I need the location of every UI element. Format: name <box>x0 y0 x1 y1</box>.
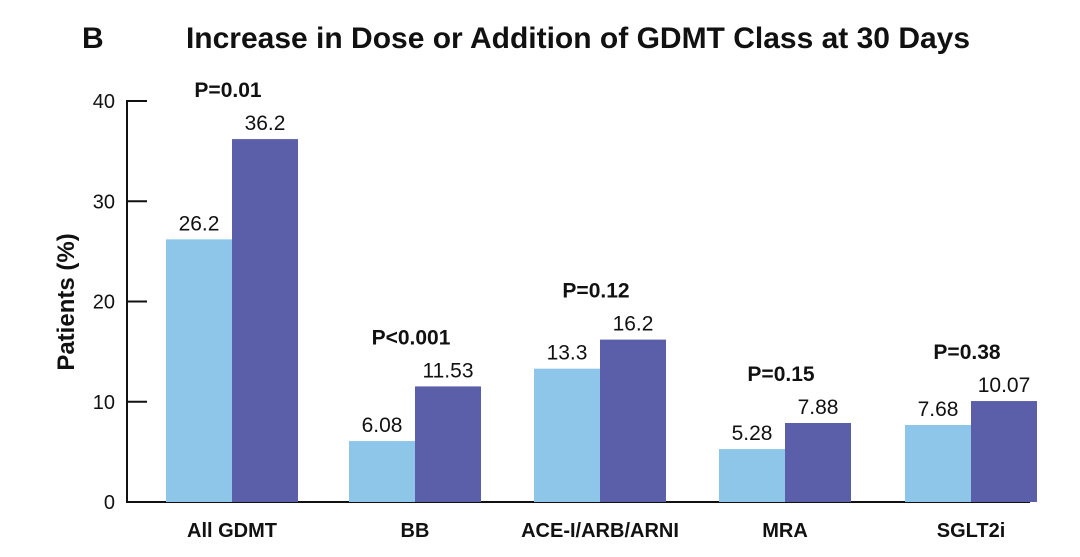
x-tick-label: All GDMT <box>187 520 277 542</box>
p-value-label: P=0.15 <box>747 363 814 386</box>
bar <box>719 449 785 502</box>
y-tick-label: 20 <box>93 292 115 314</box>
bar <box>600 339 666 502</box>
bar <box>971 401 1037 502</box>
bar <box>785 423 851 502</box>
bar-value-label: 16.2 <box>613 313 654 336</box>
bar-value-label: 6.08 <box>362 414 403 437</box>
bar <box>905 425 971 502</box>
y-tick-label: 40 <box>93 91 115 113</box>
bar <box>534 368 600 502</box>
y-axis-label: Patients (%) <box>53 233 80 370</box>
p-value-label: P=0.38 <box>933 341 1000 364</box>
x-tick-label: MRA <box>762 520 808 542</box>
bar-value-label: 5.28 <box>732 422 773 445</box>
x-tick-label: ACE-I/ARB/ARNI <box>521 520 679 542</box>
p-value-label: P=0.12 <box>562 280 629 303</box>
bar-value-label: 26.2 <box>179 212 220 235</box>
y-tick-label: 10 <box>93 392 115 414</box>
bar <box>349 441 415 502</box>
bar-value-label: 7.68 <box>918 398 959 421</box>
chart-title: Increase in Dose or Addition of GDMT Cla… <box>186 22 970 55</box>
panel-letter: B <box>82 22 104 55</box>
bar <box>232 139 298 502</box>
x-tick-label: BB <box>401 520 430 542</box>
x-tick-label: SGLT2i <box>937 520 1006 542</box>
bar-value-label: 7.88 <box>798 396 839 419</box>
bar <box>166 239 232 502</box>
y-tick-label: 0 <box>104 492 115 514</box>
bar <box>415 386 481 502</box>
p-value-label: P=0.01 <box>194 79 261 102</box>
data-labels: 26.2 36.2 All GDMT P=0.01 6.08 11.53 BB P<0.001… <box>179 79 1031 542</box>
y-tick-label: 30 <box>93 191 115 213</box>
bars <box>166 139 1037 502</box>
bar-value-label: 10.07 <box>978 374 1031 397</box>
bar-value-label: 11.53 <box>423 359 474 382</box>
bar-value-label: 13.3 <box>547 342 588 365</box>
bar-value-label: 36.2 <box>245 112 286 135</box>
p-value-label: P<0.001 <box>372 326 451 349</box>
